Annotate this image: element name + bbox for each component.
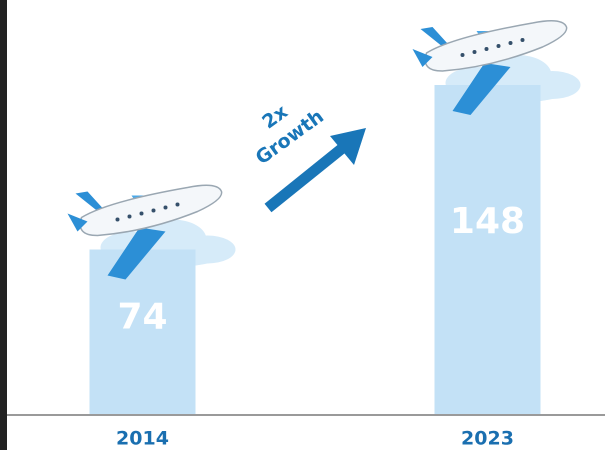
value-label: 74	[117, 297, 167, 338]
value-label: 148	[450, 201, 525, 242]
x-tick-label: 2014	[116, 428, 169, 450]
x-tick-label: 2023	[461, 428, 514, 450]
growth-arrow	[264, 128, 366, 213]
annotation: 2x Growth	[252, 101, 328, 169]
left-border	[0, 0, 7, 450]
bar	[89, 249, 196, 414]
bar	[434, 85, 541, 414]
